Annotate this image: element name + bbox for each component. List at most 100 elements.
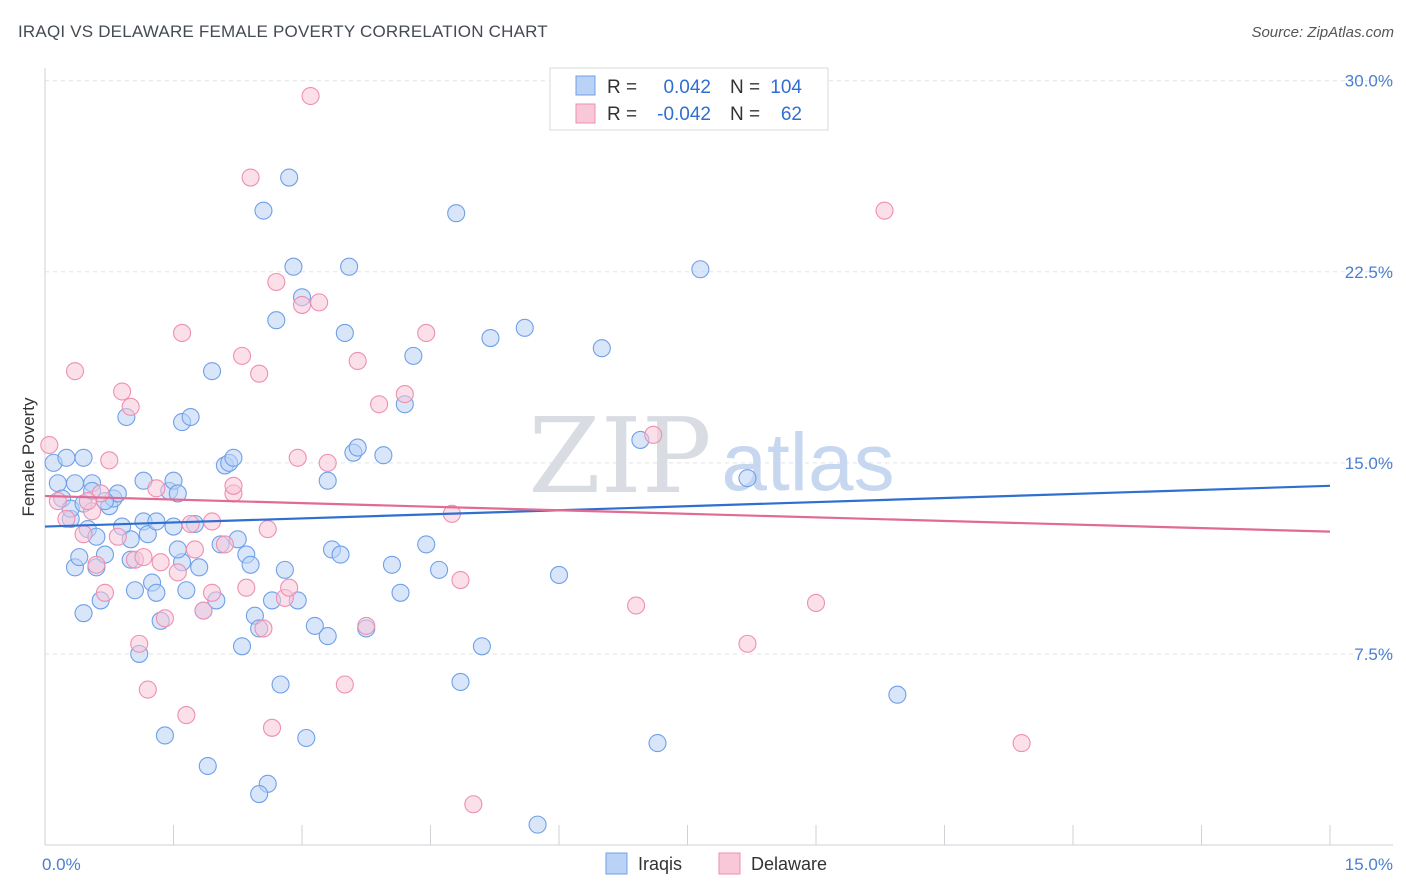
delaware-point-60 [78, 492, 97, 511]
iraqis-point-45 [198, 756, 217, 776]
delaware-point-51 [451, 571, 470, 590]
delaware-point-52 [464, 795, 483, 814]
iraqis-point-58 [254, 201, 273, 220]
delaware-point-18 [151, 553, 170, 572]
legend-r-value-2: -0.042 [657, 104, 711, 125]
delaware-point-6 [87, 555, 106, 574]
iraqis-point-83 [430, 560, 449, 579]
iraqis-point-29 [138, 525, 157, 544]
legend-n-label-1: N = [730, 77, 760, 98]
iraqis-point-75 [348, 438, 367, 457]
legend-r-label-2: R = [607, 104, 637, 125]
delaware-point-32 [250, 364, 269, 383]
iraqis-point-6 [65, 474, 85, 493]
iraqis-point-84 [447, 204, 466, 223]
axes [44, 68, 1393, 846]
iraqis-point-99 [250, 784, 269, 804]
y-tick-label-3: 30.0% [1345, 72, 1393, 91]
y-tick-label-2: 22.5% [1345, 263, 1393, 282]
iraqis-point-72 [335, 323, 354, 342]
delaware-point-59 [224, 476, 243, 495]
iraqis-point-65 [284, 257, 303, 276]
iraqis-point-103 [318, 627, 337, 646]
delaware-point-20 [168, 563, 187, 582]
data-points [40, 86, 1031, 834]
grid-lines [45, 80, 1393, 655]
iraqis-point-33 [155, 726, 174, 745]
iraqis-point-94 [691, 260, 710, 279]
delaware-point-58 [1012, 734, 1031, 753]
trend-lines [44, 484, 1331, 533]
iraqis-point-37 [168, 484, 187, 503]
y-tick-label-1: 15.0% [1345, 454, 1393, 473]
delaware-point-4 [74, 525, 93, 544]
delaware-point-39 [288, 448, 307, 467]
iraqis-point-85 [451, 672, 470, 692]
iraqis-point-61 [267, 311, 286, 330]
delaware-point-48 [395, 385, 414, 404]
iraqis-point-93 [648, 734, 667, 753]
iraqis-point-41 [181, 407, 200, 427]
iraqis-point-89 [528, 815, 547, 834]
delaware-point-34 [258, 520, 277, 539]
delaware-point-25 [194, 601, 213, 620]
delaware-point-3 [65, 362, 85, 381]
iraqis-point-71 [331, 545, 350, 564]
iraqis-point-55 [241, 555, 260, 574]
delaware-point-41 [301, 86, 320, 106]
delaware-point-47 [370, 395, 389, 414]
iraqis-point-40 [177, 581, 196, 600]
iraqis-point-68 [305, 616, 324, 635]
delaware-point-27 [215, 535, 234, 554]
iraqis-point-87 [481, 328, 500, 348]
delaware-point-30 [237, 578, 256, 597]
delaware-point-21 [173, 323, 192, 342]
watermark-atlas: atlas [721, 417, 894, 508]
iraqis-point-81 [404, 346, 423, 365]
delaware-point-23 [181, 514, 200, 534]
iraqis-point-95 [738, 469, 757, 488]
delaware-point-40 [292, 295, 312, 314]
delaware-point-56 [806, 593, 826, 613]
delaware-point-17 [147, 479, 166, 498]
delaware-point-9 [100, 451, 119, 470]
delaware-point-33 [254, 619, 273, 638]
legend-swatch-iraqis [575, 75, 596, 96]
delaware-point-11 [113, 382, 132, 401]
iraqis-point-77 [374, 446, 393, 465]
iraqis-point-98 [147, 512, 166, 531]
x-tick-label-0: 0.0% [42, 855, 81, 874]
iraqis-point-96 [888, 685, 907, 704]
delaware-point-53 [627, 596, 646, 615]
iraqis-point-86 [472, 637, 491, 656]
bottom-legend-swatch-iraqis [605, 852, 628, 875]
iraqis-point-8 [70, 548, 89, 567]
iraqis-point-88 [515, 318, 534, 337]
iraqis-point-91 [592, 339, 611, 358]
chart-title: IRAQI VS DELAWARE FEMALE POVERTY CORRELA… [18, 22, 548, 41]
delaware-point-24 [185, 540, 204, 559]
iraqis-point-78 [382, 555, 402, 574]
iraqis-point-101 [74, 448, 93, 467]
delaware-point-8 [95, 583, 115, 602]
iraqis-point-1 [48, 474, 67, 493]
x-tick-label-1: 15.0% [1345, 855, 1393, 874]
delaware-point-49 [417, 323, 436, 342]
legend-n-value-1: 104 [770, 77, 802, 98]
iraqis-point-43 [190, 558, 209, 577]
delaware-point-15 [134, 548, 153, 567]
legend-r-value-1: 0.042 [663, 77, 711, 98]
bottom-legend-iraqis: Iraqis [638, 854, 682, 874]
delaware-point-29 [232, 346, 252, 365]
delaware-point-38 [280, 578, 299, 597]
iraqis-point-25 [125, 581, 144, 600]
iraqis-point-73 [340, 257, 359, 276]
iraqis-point-36 [164, 517, 183, 536]
delaware-point-2 [57, 509, 76, 528]
source-credit: Source: ZipAtlas.com [1251, 24, 1394, 41]
iraqis-point-90 [549, 565, 569, 585]
iraqis-point-64 [280, 168, 299, 187]
legend-r-label-1: R = [607, 77, 637, 98]
delaware-point-31 [241, 168, 260, 187]
